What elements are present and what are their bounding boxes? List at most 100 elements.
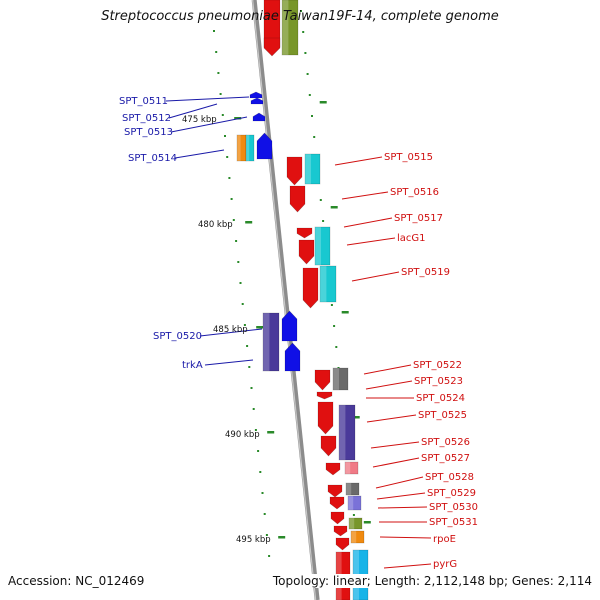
ruler-dot xyxy=(268,555,271,557)
scale-label-475: 475 kbp xyxy=(182,115,217,125)
scale-label-485: 485 kbp xyxy=(213,325,248,335)
gene-lacG1-shine xyxy=(315,227,321,265)
gene-label-SPT_0519[interactable]: SPT_0519 xyxy=(401,267,450,278)
gene-SPT_0528-gray-shine xyxy=(346,483,352,495)
gene-SPT_0525-navy xyxy=(338,404,356,461)
genome-backbone xyxy=(251,0,320,600)
ruler-dot xyxy=(306,73,309,75)
ruler-major-tick xyxy=(363,521,371,524)
gene-SPT_0528-gray xyxy=(345,482,360,496)
ruler-major-tick xyxy=(352,416,360,419)
label-connectors xyxy=(165,96,432,569)
gene-label-SPT_0527[interactable]: SPT_0527 xyxy=(421,453,470,464)
scale-labels: 475 kbp 480 kbp 485 kbp 490 kbp 495 kbp xyxy=(182,115,271,545)
connector-SPT_0526 xyxy=(370,441,420,449)
ruler-dot xyxy=(221,114,224,116)
gene-label-SPT_0529[interactable]: SPT_0529 xyxy=(427,488,476,499)
ruler-dot xyxy=(265,534,268,536)
ruler-dot xyxy=(246,345,249,347)
connector-SPT_0513 xyxy=(170,116,248,133)
accession-text: Accession: NC_012469 xyxy=(8,574,145,588)
gene-lacG1 xyxy=(314,226,331,266)
right-gene-labels: SPT_0515 SPT_0516 SPT_0517 lacG1 SPT_051… xyxy=(384,152,478,570)
ruler-major-tick xyxy=(278,536,286,539)
scale-label-480: 480 kbp xyxy=(198,220,233,230)
gene-SPT_0520-blue xyxy=(281,310,298,342)
gene-label-SPT_0513[interactable]: SPT_0513 xyxy=(124,127,173,138)
connector-SPT_0512 xyxy=(168,103,218,119)
ruler-dot xyxy=(237,261,240,263)
ruler-dot xyxy=(259,471,262,473)
gene-label-SPT_0522[interactable]: SPT_0522 xyxy=(413,360,462,371)
gene-SPT_0525-navy-shine xyxy=(339,405,346,460)
gene-label-SPT_0514[interactable]: SPT_0514 xyxy=(128,153,177,164)
gene-top-red-2 xyxy=(263,37,281,57)
gene-SPT_0522 xyxy=(314,369,331,391)
ruler-dot xyxy=(313,136,316,138)
ruler-dot xyxy=(213,30,215,32)
connector-trkA xyxy=(204,359,254,366)
ruler-dot xyxy=(300,10,302,12)
gene-SPT_0514-cyan xyxy=(245,134,255,162)
connector-SPT_0528 xyxy=(375,476,424,489)
gene-label-SPT_0524[interactable]: SPT_0524 xyxy=(416,393,465,404)
gene-label-SPT_0517[interactable]: SPT_0517 xyxy=(394,213,443,224)
gene-label-rpoE[interactable]: rpoE xyxy=(433,534,456,545)
gene-label-SPT_0526[interactable]: SPT_0526 xyxy=(421,437,470,448)
connector-rpoE xyxy=(379,536,432,539)
gene-label-SPT_0516[interactable]: SPT_0516 xyxy=(390,187,439,198)
gene-SPT_0514-cyan-shine xyxy=(246,135,250,161)
gene-label-SPT_0528[interactable]: SPT_0528 xyxy=(425,472,474,483)
gene-label-lacG1[interactable]: lacG1 xyxy=(397,233,426,244)
gene-label-SPT_0515[interactable]: SPT_0515 xyxy=(384,152,433,163)
gene-label-SPT_0512[interactable]: SPT_0512 xyxy=(122,113,171,124)
gene-SPT_0515-cyan-shine xyxy=(305,154,311,184)
gene-rpoE-shine xyxy=(351,531,357,543)
gene-SPT_0523 xyxy=(332,367,349,391)
gene-SPT_0531-red xyxy=(333,525,348,537)
connector-SPT_0525 xyxy=(366,414,417,423)
ruler-dot xyxy=(333,325,336,327)
ruler-dot xyxy=(335,346,338,348)
gene-SPT_0531 xyxy=(348,517,363,530)
gene-SPT_0529-lavender-shine xyxy=(348,496,354,510)
scale-label-490: 490 kbp xyxy=(225,430,260,440)
ruler-major-tick xyxy=(319,101,327,104)
ruler-dot xyxy=(224,135,226,137)
ruler-dot xyxy=(319,199,322,201)
gene-SPT_0520 xyxy=(262,312,280,372)
connector-SPT_0530 xyxy=(377,506,428,509)
connector-SPT_0520 xyxy=(199,328,263,337)
gene-label-SPT_0520[interactable]: SPT_0520 xyxy=(153,331,202,342)
gene-SPT_0517 xyxy=(296,227,313,239)
ruler-dot xyxy=(215,51,218,53)
gene-label-pyrG[interactable]: pyrG xyxy=(433,559,457,570)
ruler-dot xyxy=(226,156,229,158)
gene-label-SPT_0531[interactable]: SPT_0531 xyxy=(429,517,478,528)
connector-SPT_0529 xyxy=(376,492,426,500)
ruler-major-tick xyxy=(234,117,242,120)
connector-pyrG xyxy=(383,563,432,569)
gene-SPT_0523-shine xyxy=(333,368,339,390)
gene-features xyxy=(236,0,369,600)
ruler-dot xyxy=(235,240,238,242)
gene-SPT_0530 xyxy=(330,511,345,525)
gene-label-SPT_0523[interactable]: SPT_0523 xyxy=(414,376,463,387)
connector-SPT_0511 xyxy=(165,96,250,102)
gene-label-trkA[interactable]: trkA xyxy=(182,360,203,371)
backbone-highlight xyxy=(252,0,317,600)
gene-label-SPT_0530[interactable]: SPT_0530 xyxy=(429,502,478,513)
gene-SPT_0531-shine xyxy=(349,518,355,529)
ruler-dot xyxy=(352,514,355,516)
gene-top-olive-shine xyxy=(282,0,289,55)
ruler-dot xyxy=(254,429,257,431)
backbone-line xyxy=(251,0,320,600)
ruler-dot xyxy=(230,198,233,200)
ruler-dot xyxy=(261,492,264,494)
ruler-dot xyxy=(241,303,244,305)
gene-label-SPT_0525[interactable]: SPT_0525 xyxy=(418,410,467,421)
gene-label-SPT_0511[interactable]: SPT_0511 xyxy=(119,96,168,107)
ruler-dot xyxy=(304,52,307,54)
ruler-major-tick xyxy=(245,221,253,224)
scale-label-495: 495 kbp xyxy=(236,535,271,545)
